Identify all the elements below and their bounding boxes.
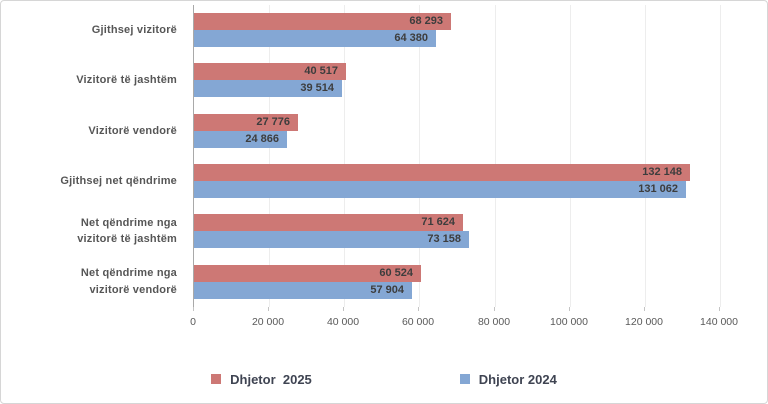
bar-dhjetor-2024: 64 380 bbox=[194, 30, 436, 48]
bar-dhjetor-2025: 71 624 bbox=[194, 214, 463, 232]
x-tick-label: 20 000 bbox=[251, 316, 285, 328]
data-label: 68 293 bbox=[409, 15, 443, 28]
bar-dhjetor-2024: 131 062 bbox=[194, 181, 686, 199]
data-label: 131 062 bbox=[638, 183, 678, 196]
category-axis: Gjithsej vizitorë Vizitorë të jashtëm Vizi… bbox=[1, 5, 185, 307]
x-tick-mark bbox=[343, 307, 344, 311]
category-label: Gjithsej net qëndrime bbox=[60, 174, 177, 187]
bar-dhjetor-2024: 39 514 bbox=[194, 80, 342, 98]
legend: Dhjetor 2025 Dhjetor 2024 bbox=[1, 365, 767, 393]
gridline bbox=[570, 5, 571, 307]
data-label: 24 866 bbox=[245, 132, 279, 145]
gridline bbox=[720, 5, 721, 307]
legend-swatch-2024 bbox=[459, 374, 470, 384]
data-label: 57 904 bbox=[370, 283, 404, 296]
gridline bbox=[344, 5, 345, 307]
bar-dhjetor-2025: 40 517 bbox=[194, 63, 346, 81]
plot-area: 68 293 64 380 40 517 39 514 27 776 24 866 132 … bbox=[193, 5, 746, 307]
gridline bbox=[269, 5, 270, 307]
x-tick-label: 120 000 bbox=[625, 316, 663, 328]
data-label: 73 158 bbox=[427, 233, 461, 246]
data-label: 71 624 bbox=[421, 216, 455, 229]
x-tick-mark bbox=[268, 307, 269, 311]
category-label: Vizitorë të jashtëm bbox=[76, 74, 177, 87]
x-tick-label: 40 000 bbox=[326, 316, 360, 328]
legend-swatch-2025 bbox=[211, 374, 222, 384]
bar-dhjetor-2024: 73 158 bbox=[194, 231, 469, 249]
gridline bbox=[645, 5, 646, 307]
bar-group: 40 517 39 514 bbox=[194, 55, 746, 105]
bar-dhjetor-2025: 68 293 bbox=[194, 13, 451, 31]
category-label: Vizitorë vendorë bbox=[88, 124, 177, 137]
bar-group: 71 624 73 158 bbox=[194, 206, 746, 256]
bar-group: 132 148 131 062 bbox=[194, 156, 746, 206]
data-label: 132 148 bbox=[642, 166, 682, 179]
bar-group: 60 524 57 904 bbox=[194, 257, 746, 307]
category-label: Net qëndrime nga vizitorë vendorë bbox=[80, 267, 177, 296]
gridline bbox=[495, 5, 496, 307]
x-tick-label: 0 bbox=[190, 316, 196, 328]
x-tick-label: 80 000 bbox=[477, 316, 511, 328]
bar-group: 27 776 24 866 bbox=[194, 106, 746, 156]
x-tick-mark bbox=[418, 307, 419, 311]
bar-dhjetor-2024: 24 866 bbox=[194, 130, 287, 148]
data-label: 39 514 bbox=[300, 82, 334, 95]
bar-group: 68 293 64 380 bbox=[194, 5, 746, 55]
bar-dhjetor-2024: 57 904 bbox=[194, 281, 412, 299]
bar-rows: 68 293 64 380 40 517 39 514 27 776 24 866 132 … bbox=[194, 5, 746, 307]
x-tick-label: 140 000 bbox=[700, 316, 738, 328]
legend-item-dhjetor-2024: Dhjetor 2024 bbox=[459, 371, 557, 387]
data-label: 27 776 bbox=[256, 115, 290, 128]
category-label: Net qëndrime nga vizitorë të jashtëm bbox=[77, 216, 177, 246]
category-label: Gjithsej vizitorë bbox=[91, 23, 177, 36]
legend-label-2025: Dhjetor 2025 bbox=[230, 371, 312, 387]
x-tick-mark bbox=[719, 307, 720, 311]
bar-dhjetor-2025: 132 148 bbox=[194, 164, 690, 182]
x-tick-label: 100 000 bbox=[550, 316, 588, 328]
bar-dhjetor-2025: 27 776 bbox=[194, 113, 298, 131]
x-tick-mark bbox=[494, 307, 495, 311]
data-label: 64 380 bbox=[394, 32, 428, 45]
x-tick-mark bbox=[569, 307, 570, 311]
data-label: 40 517 bbox=[304, 65, 338, 78]
x-tick-label: 60 000 bbox=[401, 316, 435, 328]
legend-item-dhjetor-2025: Dhjetor 2025 bbox=[211, 372, 312, 387]
x-tick-mark bbox=[644, 307, 645, 311]
x-tick-mark bbox=[193, 307, 194, 311]
data-label: 60 524 bbox=[379, 266, 413, 279]
legend-label-2024: Dhjetor 2024 bbox=[478, 371, 557, 387]
bar-dhjetor-2025: 60 524 bbox=[194, 264, 421, 282]
gridline bbox=[419, 5, 420, 307]
